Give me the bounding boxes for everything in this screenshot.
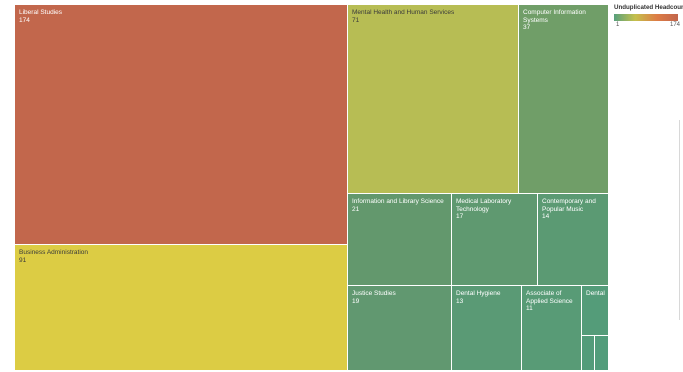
legend-max-label: 174 — [669, 22, 680, 28]
tile-label: Mental Health and Human Services 71 — [352, 9, 515, 24]
tile-value: 19 — [352, 297, 360, 305]
tile-name: Liberal Studies — [19, 9, 62, 16]
tile-associate-applied-science[interactable]: Associate of Applied Science 11 — [522, 286, 582, 371]
tile-dental[interactable]: Dental — [582, 286, 609, 336]
tile-name: Dental Hygiene — [456, 290, 501, 297]
tile-value: 37 — [523, 24, 531, 31]
tile-name: Mental Health and Human Services — [352, 9, 455, 16]
tile-name: Information and Library Science — [352, 198, 444, 205]
tile-label: Liberal Studies 174 — [19, 9, 344, 24]
legend-title: Unduplicated Headcount — [614, 4, 683, 11]
tile-name: Contemporary and Popular Music — [542, 198, 596, 213]
tile-name: Justice Studies — [352, 290, 396, 297]
tile-value: 13 — [456, 297, 464, 305]
scrollbar-track[interactable] — [679, 120, 680, 320]
tile-computer-information-systems[interactable]: Computer Information Systems 37 — [519, 5, 609, 194]
tile-label: Associate of Applied Science 11 — [526, 290, 578, 313]
tile-liberal-studies[interactable]: Liberal Studies 174 — [15, 5, 348, 245]
tile-dental-hygiene[interactable]: Dental Hygiene 13 — [452, 286, 522, 371]
tile-name: Business Administration — [19, 249, 89, 256]
tile-name: Associate of Applied Science — [526, 290, 573, 305]
tile-label: Justice Studies 19 — [352, 290, 448, 305]
tile-value: 11 — [526, 305, 533, 312]
tile-business-administration[interactable]: Business Administration 91 — [15, 245, 348, 371]
tile-label: Business Administration 91 — [19, 249, 344, 264]
tile-label: Information and Library Science 21 — [352, 198, 448, 213]
tile-contemporary-popular-music[interactable]: Contemporary and Popular Music 14 — [538, 194, 609, 286]
legend-gradient-bar — [614, 14, 678, 21]
tile-medical-laboratory-technology[interactable]: Medical Laboratory Technology 17 — [452, 194, 538, 286]
tile-value: 91 — [19, 256, 27, 264]
color-legend: Unduplicated Headcount 1 174 — [614, 4, 683, 28]
tile-value: 71 — [352, 16, 360, 24]
treemap: Liberal Studies 174 Business Administrat… — [15, 5, 609, 371]
tile-name: Dental — [586, 290, 605, 297]
tile-value: 14 — [542, 213, 550, 220]
tile-value: 21 — [352, 205, 360, 213]
tile-name: Medical Laboratory Technology — [456, 198, 512, 213]
tile-label: Dental — [586, 290, 605, 298]
tile-small-1[interactable] — [582, 336, 595, 371]
tile-label: Computer Information Systems 37 — [523, 9, 605, 32]
tile-label: Contemporary and Popular Music 14 — [542, 198, 605, 221]
tile-value: 17 — [456, 213, 464, 220]
tile-mental-health[interactable]: Mental Health and Human Services 71 — [348, 5, 519, 194]
tile-name: Computer Information Systems — [523, 9, 586, 24]
legend-min-label: 1 — [616, 22, 620, 28]
tile-label: Dental Hygiene 13 — [456, 290, 518, 305]
tile-label: Medical Laboratory Technology 17 — [456, 198, 534, 221]
tile-value: 174 — [19, 16, 30, 24]
tile-small-2[interactable] — [595, 336, 609, 371]
tile-information-library-science[interactable]: Information and Library Science 21 — [348, 194, 452, 286]
tile-justice-studies[interactable]: Justice Studies 19 — [348, 286, 452, 371]
